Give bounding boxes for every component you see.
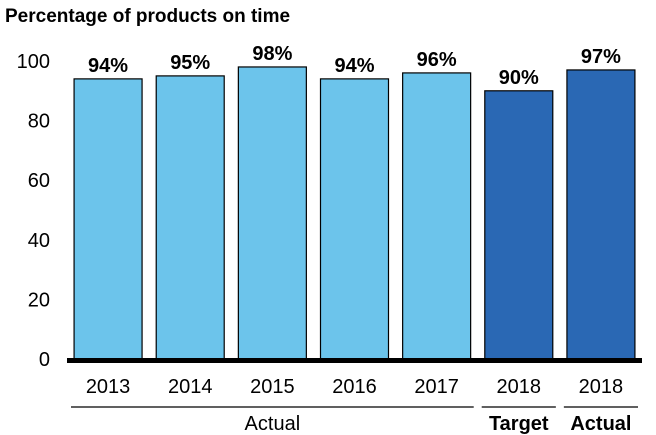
x-tick-label: 2013 bbox=[86, 376, 131, 398]
category-groups: Actual Target Actual bbox=[71, 406, 638, 435]
data-labels: 94% 95% 98% 94% 96% 90% 97% bbox=[88, 43, 621, 89]
x-tick-label: 2015 bbox=[250, 376, 295, 398]
data-label: 94% bbox=[334, 55, 374, 77]
bar bbox=[484, 90, 554, 360]
y-tick-label: 0 bbox=[39, 349, 50, 371]
group-label: Actual bbox=[570, 413, 631, 435]
data-label: 95% bbox=[170, 52, 210, 74]
data-label: 98% bbox=[252, 43, 292, 65]
bar bbox=[566, 69, 636, 360]
y-tick-label: 40 bbox=[28, 230, 50, 252]
data-label: 90% bbox=[499, 67, 539, 89]
y-tick-label: 80 bbox=[28, 111, 50, 133]
chart-title: Percentage of products on time bbox=[5, 6, 291, 27]
y-tick-label: 100 bbox=[17, 51, 50, 73]
bar bbox=[319, 78, 390, 360]
data-label: 94% bbox=[88, 55, 128, 77]
bar-series bbox=[73, 66, 636, 360]
bar bbox=[402, 72, 472, 360]
x-tick-label: 2018 bbox=[497, 376, 542, 398]
data-label: 97% bbox=[581, 46, 621, 68]
data-label: 96% bbox=[417, 49, 457, 71]
x-tick-label: 2016 bbox=[332, 376, 377, 398]
x-tick-label: 2018 bbox=[579, 376, 624, 398]
x-tick-label: 2017 bbox=[414, 376, 459, 398]
x-tick-label: 2014 bbox=[168, 376, 213, 398]
bar bbox=[237, 66, 307, 360]
y-tick-label: 20 bbox=[28, 289, 50, 311]
bar bbox=[155, 75, 225, 360]
y-axis: 0 20 40 60 80 100 bbox=[17, 51, 50, 371]
group-label: Actual bbox=[245, 413, 301, 435]
group-label: Target bbox=[489, 413, 549, 435]
bar bbox=[73, 78, 143, 360]
x-axis: 2013 2014 2015 2016 2017 2018 2018 bbox=[67, 358, 642, 398]
y-tick-label: 60 bbox=[28, 170, 50, 192]
